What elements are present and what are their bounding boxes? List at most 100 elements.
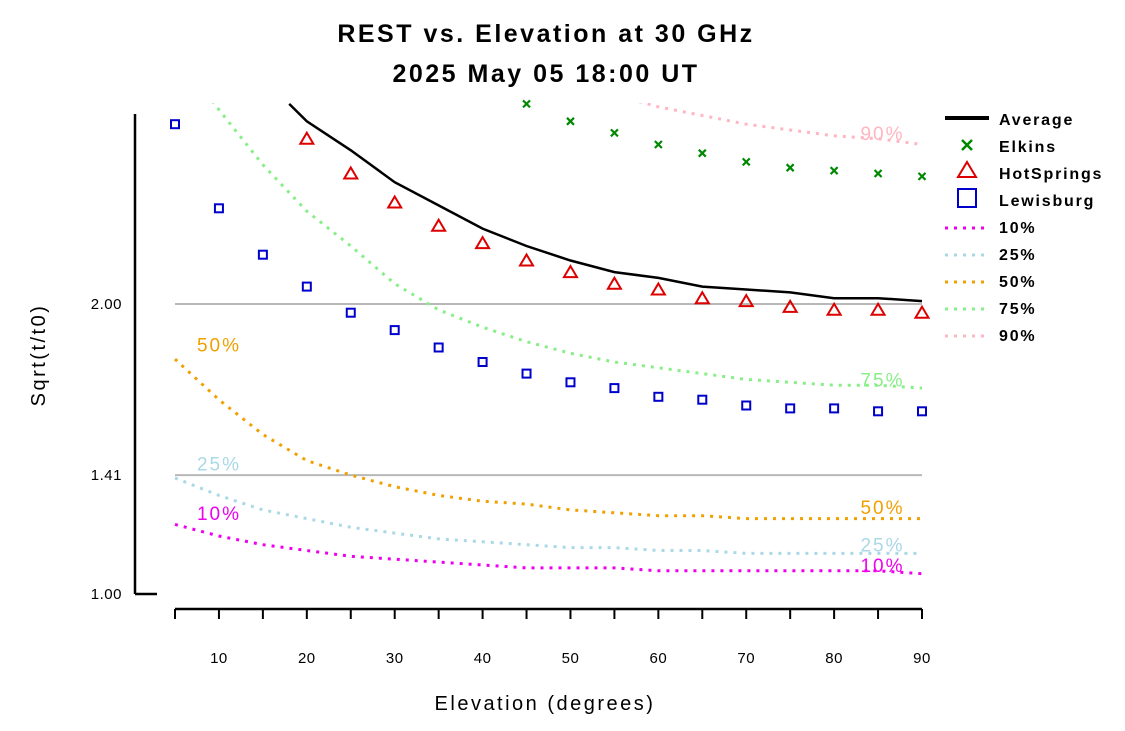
data-point-lewisburg (653, 391, 664, 402)
legend-label: 10% (999, 220, 1036, 237)
data-point-elkins (917, 172, 927, 181)
curve-label-25pct: 25% (197, 455, 241, 476)
legend-item-lewisburg: Lewisburg (957, 188, 1095, 210)
data-point-hotsprings (562, 264, 579, 279)
x-tick-label: 90 (913, 650, 931, 667)
series-line-average (288, 103, 923, 303)
series-line-10pct (174, 522, 923, 576)
x-tick-label: 20 (298, 650, 316, 667)
data-point-hotsprings (518, 252, 535, 267)
curve-label-10pct: 10% (860, 556, 904, 577)
series-hotsprings (298, 130, 931, 319)
series-line-25pct (174, 476, 922, 555)
data-point-lewisburg (170, 119, 180, 130)
legend-item-average: Average (945, 112, 1074, 129)
series-25pct (174, 476, 922, 555)
data-point-lewisburg (829, 403, 840, 414)
data-point-hotsprings (650, 281, 667, 296)
chart-title: REST vs. Elevation at 30 GHz (337, 20, 754, 48)
legend-item-75pct: 75% (945, 301, 1036, 318)
legend-item-elkins: Elkins (961, 139, 1055, 156)
data-point-lewisburg (785, 403, 796, 414)
data-point-hotsprings (298, 130, 316, 145)
data-point-hotsprings (825, 301, 843, 316)
series-average (288, 103, 923, 303)
legend-label: 50% (999, 274, 1036, 291)
x-tick-label: 60 (650, 650, 668, 667)
data-point-hotsprings (781, 298, 799, 313)
data-point-lewisburg (565, 377, 576, 388)
data-point-lewisburg (477, 357, 488, 367)
data-point-lewisburg (257, 249, 268, 260)
plot-area: 10 20 30 40 50 60 70 80 901.001.412.0050%25%10%9… (91, 99, 931, 667)
data-point-elkins (829, 166, 839, 175)
curve-label-50pct: 50% (197, 336, 241, 357)
data-point-elkins (741, 157, 751, 167)
data-point-lewisburg (917, 406, 927, 417)
x-tick-label: 10 (210, 650, 228, 667)
data-point-lewisburg (741, 400, 752, 411)
legend-item-25pct: 25% (945, 247, 1036, 264)
curve-label-90pct: 90% (860, 124, 904, 145)
x-tick-label: 50 (562, 650, 580, 667)
legend-label: Lewisburg (999, 193, 1095, 210)
y-tick-label: 2.00 (91, 296, 122, 313)
curve-label-25pct: 25% (860, 536, 904, 557)
data-point-elkins (873, 169, 883, 178)
legend-swatch (957, 188, 977, 208)
data-point-lewisburg (609, 383, 620, 394)
legend-item-50pct: 50% (945, 274, 1036, 291)
data-point-hotsprings (737, 293, 755, 308)
series-lewisburg (170, 119, 927, 417)
data-point-hotsprings (342, 165, 360, 180)
data-point-hotsprings (474, 235, 491, 250)
series-50pct (173, 357, 922, 521)
data-point-hotsprings (913, 304, 931, 319)
series-line-90pct (638, 103, 923, 146)
data-point-lewisburg (697, 394, 708, 405)
legend-item-90pct: 90% (945, 328, 1035, 345)
legend-label: 75% (999, 301, 1036, 318)
x-tick-label: 70 (737, 650, 755, 667)
legend-label: 25% (999, 247, 1036, 264)
legend-swatch (961, 139, 973, 151)
data-point-lewisburg (433, 342, 444, 353)
data-point-lewisburg (301, 281, 312, 292)
series-line-50pct (173, 357, 922, 521)
y-tick-label: 1.00 (91, 586, 122, 603)
legend: Average Elkins HotSprings Lewisburg 10% 25% 50… (945, 112, 1103, 345)
data-point-elkins (610, 128, 619, 138)
legend-swatch (956, 160, 978, 178)
curve-label-10pct: 10% (197, 504, 241, 525)
legend-item-10pct: 10% (945, 220, 1036, 237)
series-line-75pct (211, 103, 923, 390)
data-point-lewisburg (389, 325, 400, 336)
legend-item-hotsprings: HotSprings (956, 160, 1103, 183)
legend-label: Average (999, 112, 1074, 129)
data-point-lewisburg (345, 307, 356, 318)
x-tick-label: 40 (474, 650, 492, 667)
y-axis-label: Sqrt(t/t0) (28, 304, 50, 407)
chart-subtitle: 2025 May 05 18:00 UT (392, 60, 699, 88)
data-point-hotsprings (694, 290, 711, 305)
data-point-elkins (566, 117, 575, 126)
data-point-elkins (522, 99, 531, 109)
legend-label: HotSprings (999, 166, 1103, 183)
data-point-hotsprings (606, 275, 623, 290)
data-point-lewisburg (521, 368, 532, 379)
data-point-lewisburg (213, 203, 224, 214)
series-elkins (522, 99, 927, 181)
x-axis-label: Elevation (degrees) (435, 693, 656, 715)
data-point-elkins (785, 163, 795, 172)
data-point-lewisburg (873, 406, 884, 417)
y-tick-label: 1.41 (91, 467, 122, 484)
series-10pct (174, 522, 923, 576)
data-point-elkins (654, 140, 663, 149)
data-point-elkins (698, 148, 707, 158)
curve-label-75pct: 75% (860, 370, 904, 391)
data-point-hotsprings (386, 194, 403, 209)
curve-label-50pct: 50% (860, 498, 904, 519)
series-90pct (638, 103, 923, 146)
x-tick-label: 30 (386, 650, 404, 667)
